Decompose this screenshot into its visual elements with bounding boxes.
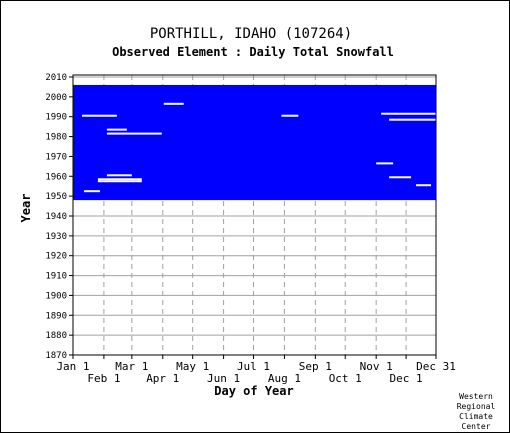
missing-segment [416, 184, 432, 187]
x-tick-label: Jun 1 [207, 372, 240, 385]
y-tick-label: 1960 [45, 172, 67, 182]
y-tick-label: 1920 [45, 252, 67, 262]
credit-line-2: Regional [457, 402, 496, 411]
y-tick-label: 1980 [45, 133, 67, 143]
x-tick-label: Jul 1 [237, 360, 270, 373]
y-tick-label: 1940 [45, 212, 67, 222]
x-tick-label: Oct 1 [329, 372, 362, 385]
x-tick-label: Jan 1 [56, 360, 89, 373]
x-tick-label: Apr 1 [146, 372, 179, 385]
x-tick-label: Mar 1 [115, 360, 148, 373]
chart-subtitle: Observed Element : Daily Total Snowfall [112, 45, 394, 59]
credit-line-4: Center [462, 422, 491, 431]
y-axis-label: Year [19, 194, 33, 223]
y-axis-ticks: 1870 1880 1890 1900 1910 1920 1930 1940 1950 1960… [45, 73, 73, 361]
missing-segment [281, 114, 299, 117]
x-tick-label: Sep 1 [299, 360, 332, 373]
coverage-layer [72, 74, 437, 356]
missing-segment [106, 128, 127, 131]
coverage-block [73, 84, 436, 201]
missing-segment [97, 178, 142, 181]
missing-segment [376, 162, 394, 165]
y-tick-label: 2000 [45, 93, 67, 103]
missing-segment [81, 114, 117, 117]
credit-line-3: Climate [459, 412, 493, 421]
y-tick-label: 1990 [45, 113, 67, 123]
y-tick-label: 1880 [45, 331, 67, 341]
plot-border [72, 74, 437, 356]
x-tick-label: May 1 [176, 360, 209, 373]
y-tick-label: 2010 [45, 73, 67, 83]
missing-segment [389, 176, 412, 179]
x-tick-label: Dec 31 [416, 360, 456, 373]
credit-text: Western Regional Climate Center [457, 392, 496, 431]
missing-segment [381, 112, 436, 115]
credit-line-1: Western [459, 392, 493, 401]
chart-title: PORTHILL, IDAHO (107264) [150, 26, 352, 42]
y-tick-label: 1970 [45, 152, 67, 162]
missing-segment [106, 132, 162, 135]
x-axis-ticks: Jan 1 Mar 1 May 1 Jul 1 Sep 1 Nov 1 Dec 31 Feb … [56, 355, 456, 385]
y-tick-label: 1890 [45, 311, 67, 321]
y-tick-label: 1900 [45, 291, 67, 301]
x-tick-label: Aug 1 [268, 372, 301, 385]
x-tick-label: Feb 1 [87, 372, 120, 385]
missing-segment [389, 118, 436, 121]
y-tick-label: 1870 [45, 351, 67, 361]
x-tick-label: Nov 1 [360, 360, 393, 373]
x-axis-label: Day of Year [214, 384, 293, 398]
missing-segment [163, 102, 184, 105]
y-tick-label: 1950 [45, 192, 67, 202]
missing-segment [83, 190, 100, 193]
missing-segment [97, 180, 142, 183]
x-tick-label: Dec 1 [390, 372, 423, 385]
missing-segment [106, 174, 132, 177]
y-tick-label: 1910 [45, 272, 67, 282]
y-tick-label: 1930 [45, 232, 67, 242]
